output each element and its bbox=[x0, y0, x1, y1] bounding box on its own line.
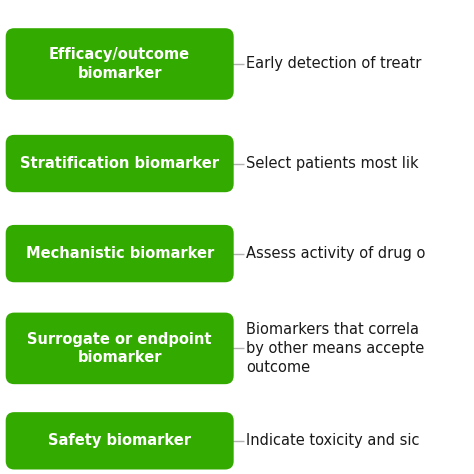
Text: Select patients most lik: Select patients most lik bbox=[246, 156, 419, 171]
Text: Early detection of treatr: Early detection of treatr bbox=[246, 56, 422, 72]
Text: Assess activity of drug o: Assess activity of drug o bbox=[246, 246, 426, 261]
Text: Mechanistic biomarker: Mechanistic biomarker bbox=[26, 246, 214, 261]
FancyBboxPatch shape bbox=[6, 135, 234, 192]
Text: Stratification biomarker: Stratification biomarker bbox=[20, 156, 219, 171]
Text: Efficacy/outcome
biomarker: Efficacy/outcome biomarker bbox=[49, 47, 190, 81]
Text: Indicate toxicity and sic: Indicate toxicity and sic bbox=[246, 433, 420, 448]
FancyBboxPatch shape bbox=[6, 225, 234, 283]
Text: Safety biomarker: Safety biomarker bbox=[48, 433, 191, 448]
Text: Surrogate or endpoint
biomarker: Surrogate or endpoint biomarker bbox=[27, 332, 212, 365]
Text: Biomarkers that correla
by other means accepte
outcome: Biomarkers that correla by other means a… bbox=[246, 322, 425, 375]
FancyBboxPatch shape bbox=[6, 28, 234, 100]
FancyBboxPatch shape bbox=[6, 313, 234, 384]
FancyBboxPatch shape bbox=[6, 412, 234, 469]
